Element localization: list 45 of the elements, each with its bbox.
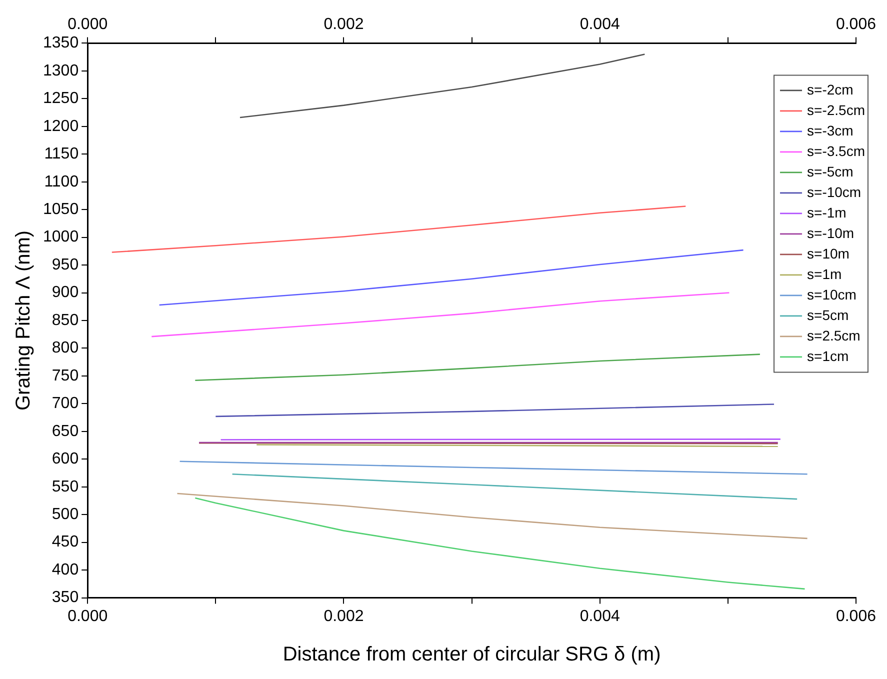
y-tick-label: 750 xyxy=(52,367,79,384)
x2-tick-label: 0.000 xyxy=(68,16,108,34)
y-tick-label: 1100 xyxy=(44,173,79,190)
y-tick-label: 1300 xyxy=(43,62,79,80)
x-axis-title: Distance from center of circular SRG δ (m) xyxy=(282,644,661,666)
y-tick-label: 1350 xyxy=(43,34,79,52)
y-axis-title: Grating Pitch Λ (nm) xyxy=(12,230,35,411)
y-tick-label: 950 xyxy=(52,256,79,274)
legend-label: s=2.5cm xyxy=(807,327,860,344)
x-tick-label: 0.002 xyxy=(324,608,364,625)
y-tick-label: 800 xyxy=(52,340,79,357)
x-tick-label: 0.004 xyxy=(580,608,620,625)
legend-label: s=-3cm xyxy=(807,122,854,138)
legend-label: s=1cm xyxy=(807,348,849,364)
y-tick-label: 1150 xyxy=(44,146,79,163)
legend-label: s=-10m xyxy=(807,224,854,241)
y-tick-label: 900 xyxy=(52,284,79,302)
x2-tick-label: 0.004 xyxy=(580,16,620,34)
legend-label: s=-3.5cm xyxy=(807,142,865,159)
y-tick-label: 450 xyxy=(52,534,79,551)
y-tick-label: 1050 xyxy=(43,200,79,218)
y-tick-label: 1200 xyxy=(43,118,79,135)
legend-label: s=-10cm xyxy=(807,184,862,200)
y-tick-label: 500 xyxy=(52,506,79,524)
y-tick-label: 1000 xyxy=(43,228,79,246)
legend-label: s=-2cm xyxy=(807,81,854,98)
y-tick-label: 400 xyxy=(52,561,79,578)
legend-label: s=10cm xyxy=(807,286,856,302)
y-tick-label: 350 xyxy=(52,589,79,606)
y-tick-label: 600 xyxy=(52,450,79,468)
x2-tick-label: 0.002 xyxy=(324,16,364,34)
legend-label: s=1m xyxy=(807,266,842,282)
legend-label: s=10m xyxy=(807,245,850,262)
y-tick-label: 1250 xyxy=(43,90,79,108)
legend-label: s=5cm xyxy=(807,306,849,323)
y-tick-label: 850 xyxy=(52,312,79,329)
y-tick-label: 650 xyxy=(52,422,79,440)
legend-label: s=-5cm xyxy=(807,163,854,180)
y-tick-label: 550 xyxy=(52,478,79,496)
x-tick-label: 0.006 xyxy=(836,608,876,625)
legend-label: s=-2.5cm xyxy=(807,102,865,118)
x2-tick-label: 0.006 xyxy=(836,16,876,34)
legend-label: s=-1m xyxy=(807,204,846,220)
y-tick-label: 700 xyxy=(52,395,79,412)
x-tick-label: 0.000 xyxy=(68,608,108,625)
